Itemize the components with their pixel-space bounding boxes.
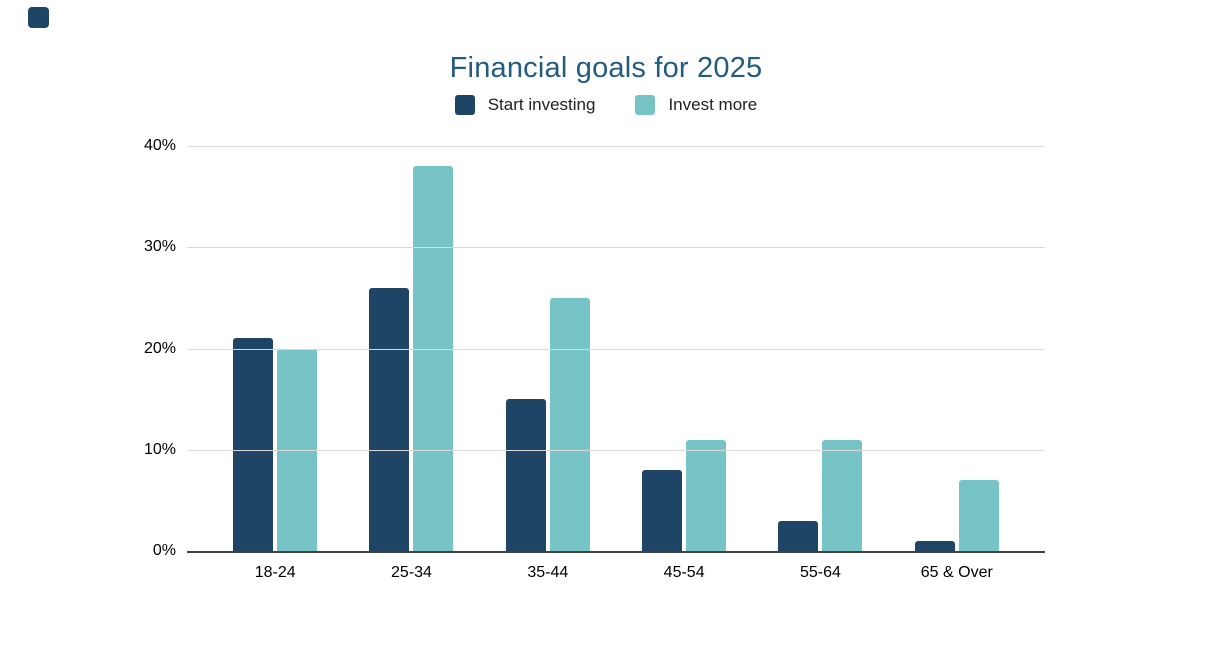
bar-group-25-34: 25-34 [369,146,454,581]
plot-area: 18-24 25-34 35-44 45-54 55-64 65 & Over 40% 30… [144,137,1045,581]
x-axis-label-18-24: 18-24 [254,564,296,581]
legend-item-start-investing: Start investing [454,95,596,115]
x-axis-label-55-64: 55-64 [800,564,841,581]
bar-start-investing-25-34 [369,287,410,551]
bar-invest-more-55-64 [822,439,863,551]
bar-start-investing-35-44 [505,399,546,551]
bar-invest-more-65 & Over [958,480,999,551]
y-axis-tick-40: 40% [143,137,176,154]
bar-start-investing-55-64 [778,520,819,551]
y-axis-tick-10: 10% [143,440,176,458]
y-axis-tick-30: 30% [143,238,176,256]
bar-group-35-44: 35-44 [505,146,590,581]
chart-legend: Start investing Invest more [0,95,1212,115]
y-axis-tick-20: 20% [143,339,176,357]
legend-label-start-investing: Start investing [487,95,596,114]
bar-start-investing-18-24 [233,338,274,551]
gridline-10 [187,449,1045,451]
bar-groups: 18-24 25-34 35-44 45-54 55-64 65 & Over [187,146,1045,581]
x-axis-label-65 & Over: 65 & Over [920,564,993,581]
legend-item-invest-more: Invest more [635,95,757,115]
bar-start-investing-45-54 [642,470,683,551]
legend-swatch-invest-more [635,95,656,115]
bar-group-65 & Over: 65 & Over [914,146,999,581]
bar-group-55-64: 55-64 [778,146,863,581]
gridline-20 [187,348,1045,350]
chart-header: Financial goals for 2025 [0,52,1212,85]
bar-invest-more-25-34 [413,166,454,551]
gridline-40 [187,146,1045,147]
x-axis-label-45-54: 45-54 [663,564,705,581]
chart-title: Financial goals for 2025 [449,52,763,84]
legend-swatch-start-investing [454,95,475,115]
bar-group-45-54: 45-54 [642,146,727,581]
gridline-30 [187,247,1045,249]
corner-swatch [28,7,49,28]
bar-start-investing-65 & Over [914,540,955,551]
bar-invest-more-45-54 [686,439,727,551]
y-axis-tick-0: 0% [152,542,176,559]
legend-label-invest-more: Invest more [668,95,758,114]
x-axis-label-35-44: 35-44 [527,564,569,581]
bar-invest-more-35-44 [549,297,590,551]
x-axis-label-25-34: 25-34 [391,564,432,581]
